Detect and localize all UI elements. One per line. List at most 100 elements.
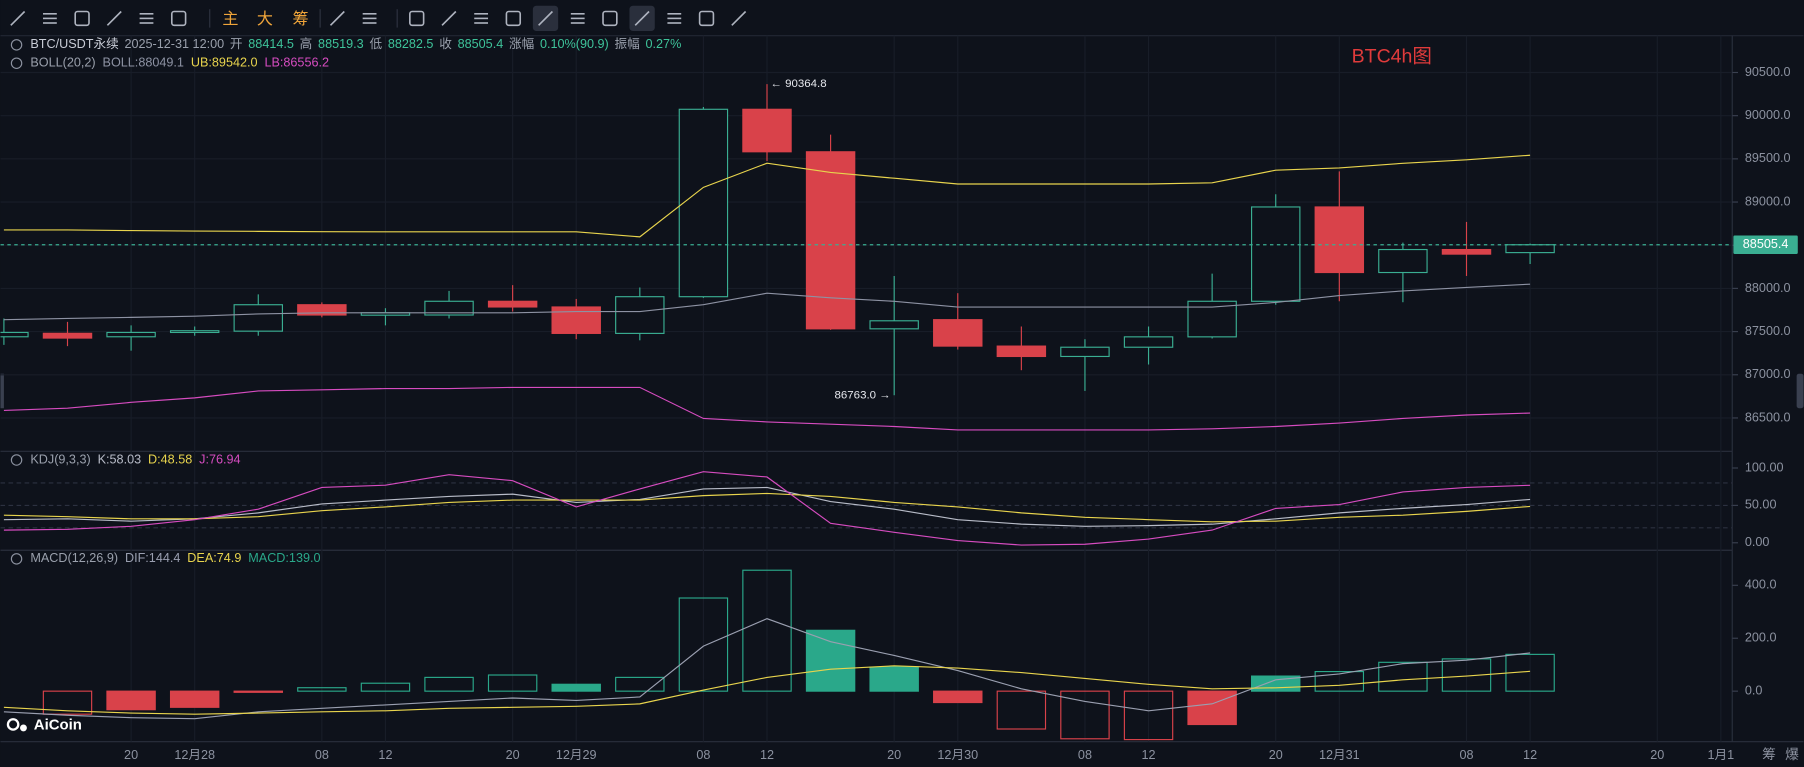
macd-bar bbox=[42, 690, 93, 715]
eye-icon[interactable] bbox=[10, 553, 23, 565]
toolbar-button[interactable]: 大 bbox=[257, 10, 273, 28]
toolbar-icon[interactable] bbox=[570, 12, 585, 24]
x-tick-label: 08 bbox=[1459, 748, 1473, 762]
toolbar-icon[interactable] bbox=[698, 10, 715, 27]
chart-title: BTC4h图 bbox=[1352, 46, 1432, 68]
macd-bar bbox=[1441, 658, 1492, 692]
x-tick-label: 12 bbox=[1142, 748, 1156, 762]
legend-label: D:48.58 bbox=[148, 452, 192, 466]
x-tick-label: 08 bbox=[696, 748, 710, 762]
candle-body bbox=[742, 108, 792, 153]
toolbar-icon[interactable] bbox=[602, 10, 618, 27]
eye-icon[interactable] bbox=[10, 454, 23, 466]
toolbar-icon[interactable] bbox=[329, 10, 345, 26]
x-tick-label: 20 bbox=[506, 748, 520, 762]
indicator-line bbox=[3, 492, 1531, 523]
toolbar-icon[interactable] bbox=[362, 12, 377, 24]
candle-body bbox=[0, 331, 29, 338]
x-tick-label: 12月28 bbox=[174, 748, 215, 762]
candle-body bbox=[1060, 346, 1110, 358]
y-tick-label: 400.0 bbox=[1745, 578, 1777, 592]
extreme-label: ← 90364.8 bbox=[770, 78, 826, 90]
macd-bar bbox=[551, 683, 601, 692]
macd-bar bbox=[1060, 690, 1110, 740]
plot-area bbox=[0, 35, 1733, 742]
scroll-handle[interactable] bbox=[1796, 373, 1804, 409]
macd-bar bbox=[869, 666, 919, 692]
candle-body bbox=[169, 330, 220, 334]
toolbar-button[interactable]: 筹 bbox=[293, 10, 309, 28]
eye-icon[interactable] bbox=[10, 39, 23, 51]
toolbar-icon[interactable] bbox=[441, 10, 457, 26]
eye-icon[interactable] bbox=[10, 57, 23, 69]
indicator-name: KDJ(9,3,3) bbox=[30, 452, 90, 466]
side-button[interactable]: 爆 bbox=[1785, 747, 1799, 762]
macd-bar bbox=[424, 676, 474, 692]
toolbar bbox=[0, 0, 1804, 36]
toolbar-icon[interactable] bbox=[10, 10, 26, 26]
indicator-line bbox=[3, 471, 1531, 546]
x-tick-label: 12 bbox=[760, 748, 774, 762]
header-text: 88282.5 bbox=[388, 37, 434, 51]
toolbar-icon[interactable] bbox=[43, 12, 57, 24]
x-tick-label: 20 bbox=[1650, 748, 1664, 762]
indicator-line bbox=[3, 283, 1531, 321]
candle-body bbox=[297, 304, 347, 316]
indicator-line bbox=[3, 486, 1531, 527]
x-tick-label: 20 bbox=[124, 748, 138, 762]
icon-stroke bbox=[538, 10, 553, 26]
indicator-name: BOLL(20,2) bbox=[30, 56, 95, 70]
candle-body bbox=[42, 332, 93, 339]
logo-mark bbox=[6, 718, 20, 731]
macd-bar bbox=[169, 690, 220, 708]
candle-body bbox=[1314, 206, 1365, 274]
watermark-logo bbox=[6, 718, 27, 732]
side-button[interactable]: 筹 bbox=[1762, 746, 1776, 762]
toolbar-icon[interactable] bbox=[731, 10, 747, 26]
toolbar-icon[interactable] bbox=[634, 10, 650, 26]
legend-label: DIF:144.4 bbox=[125, 551, 180, 565]
header-text: 收 bbox=[439, 37, 452, 51]
last-price-box bbox=[1733, 235, 1798, 254]
icon-stroke bbox=[329, 10, 345, 26]
indicator-line bbox=[3, 665, 1531, 715]
toolbar-icon[interactable] bbox=[505, 10, 522, 27]
toolbar-icon[interactable] bbox=[474, 12, 489, 24]
indicator-name: MACD(12,26,9) bbox=[30, 551, 118, 565]
macd-bar bbox=[360, 682, 411, 692]
y-tick-label: 86500.0 bbox=[1745, 410, 1791, 424]
icon-stroke bbox=[106, 10, 122, 26]
candle-body bbox=[1505, 244, 1555, 254]
toolbar-button[interactable]: 主 bbox=[222, 10, 238, 28]
toolbar-icon[interactable] bbox=[74, 10, 90, 27]
legend-label: UB:89542.0 bbox=[191, 56, 258, 70]
scroll-handle[interactable] bbox=[0, 373, 4, 409]
y-tick-label: 87500.0 bbox=[1745, 324, 1791, 338]
header-text: 2025-12-31 12:00 bbox=[124, 37, 224, 51]
candle-body bbox=[551, 306, 601, 334]
candle-body bbox=[1123, 336, 1174, 348]
header-text: 88505.4 bbox=[458, 37, 504, 51]
icon-stroke bbox=[505, 10, 522, 27]
toolbar-icon[interactable] bbox=[170, 10, 187, 27]
macd-bar bbox=[1314, 671, 1365, 692]
header-text: 88519.3 bbox=[318, 37, 364, 51]
legend-label: DEA:74.9 bbox=[187, 551, 241, 565]
candle-body bbox=[1441, 248, 1492, 255]
legend-label: J:76.94 bbox=[199, 452, 240, 466]
candle-body bbox=[1251, 206, 1301, 302]
toolbar-icon[interactable] bbox=[106, 10, 122, 26]
y-tick-label: 89500.0 bbox=[1745, 151, 1791, 165]
x-tick-label: 12月29 bbox=[556, 748, 597, 762]
macd-bar bbox=[805, 629, 856, 692]
toolbar-icon[interactable] bbox=[139, 12, 154, 24]
x-tick-label: 12 bbox=[378, 748, 392, 762]
legend-label: LB:86556.2 bbox=[264, 56, 329, 70]
toolbar-icon[interactable] bbox=[667, 12, 682, 24]
toolbar-icon[interactable] bbox=[538, 10, 553, 26]
toolbar-icon[interactable] bbox=[409, 10, 425, 27]
icon-stroke bbox=[170, 10, 187, 27]
extreme-label: 86763.0 → bbox=[835, 389, 891, 401]
header-text: 高 bbox=[300, 36, 313, 51]
